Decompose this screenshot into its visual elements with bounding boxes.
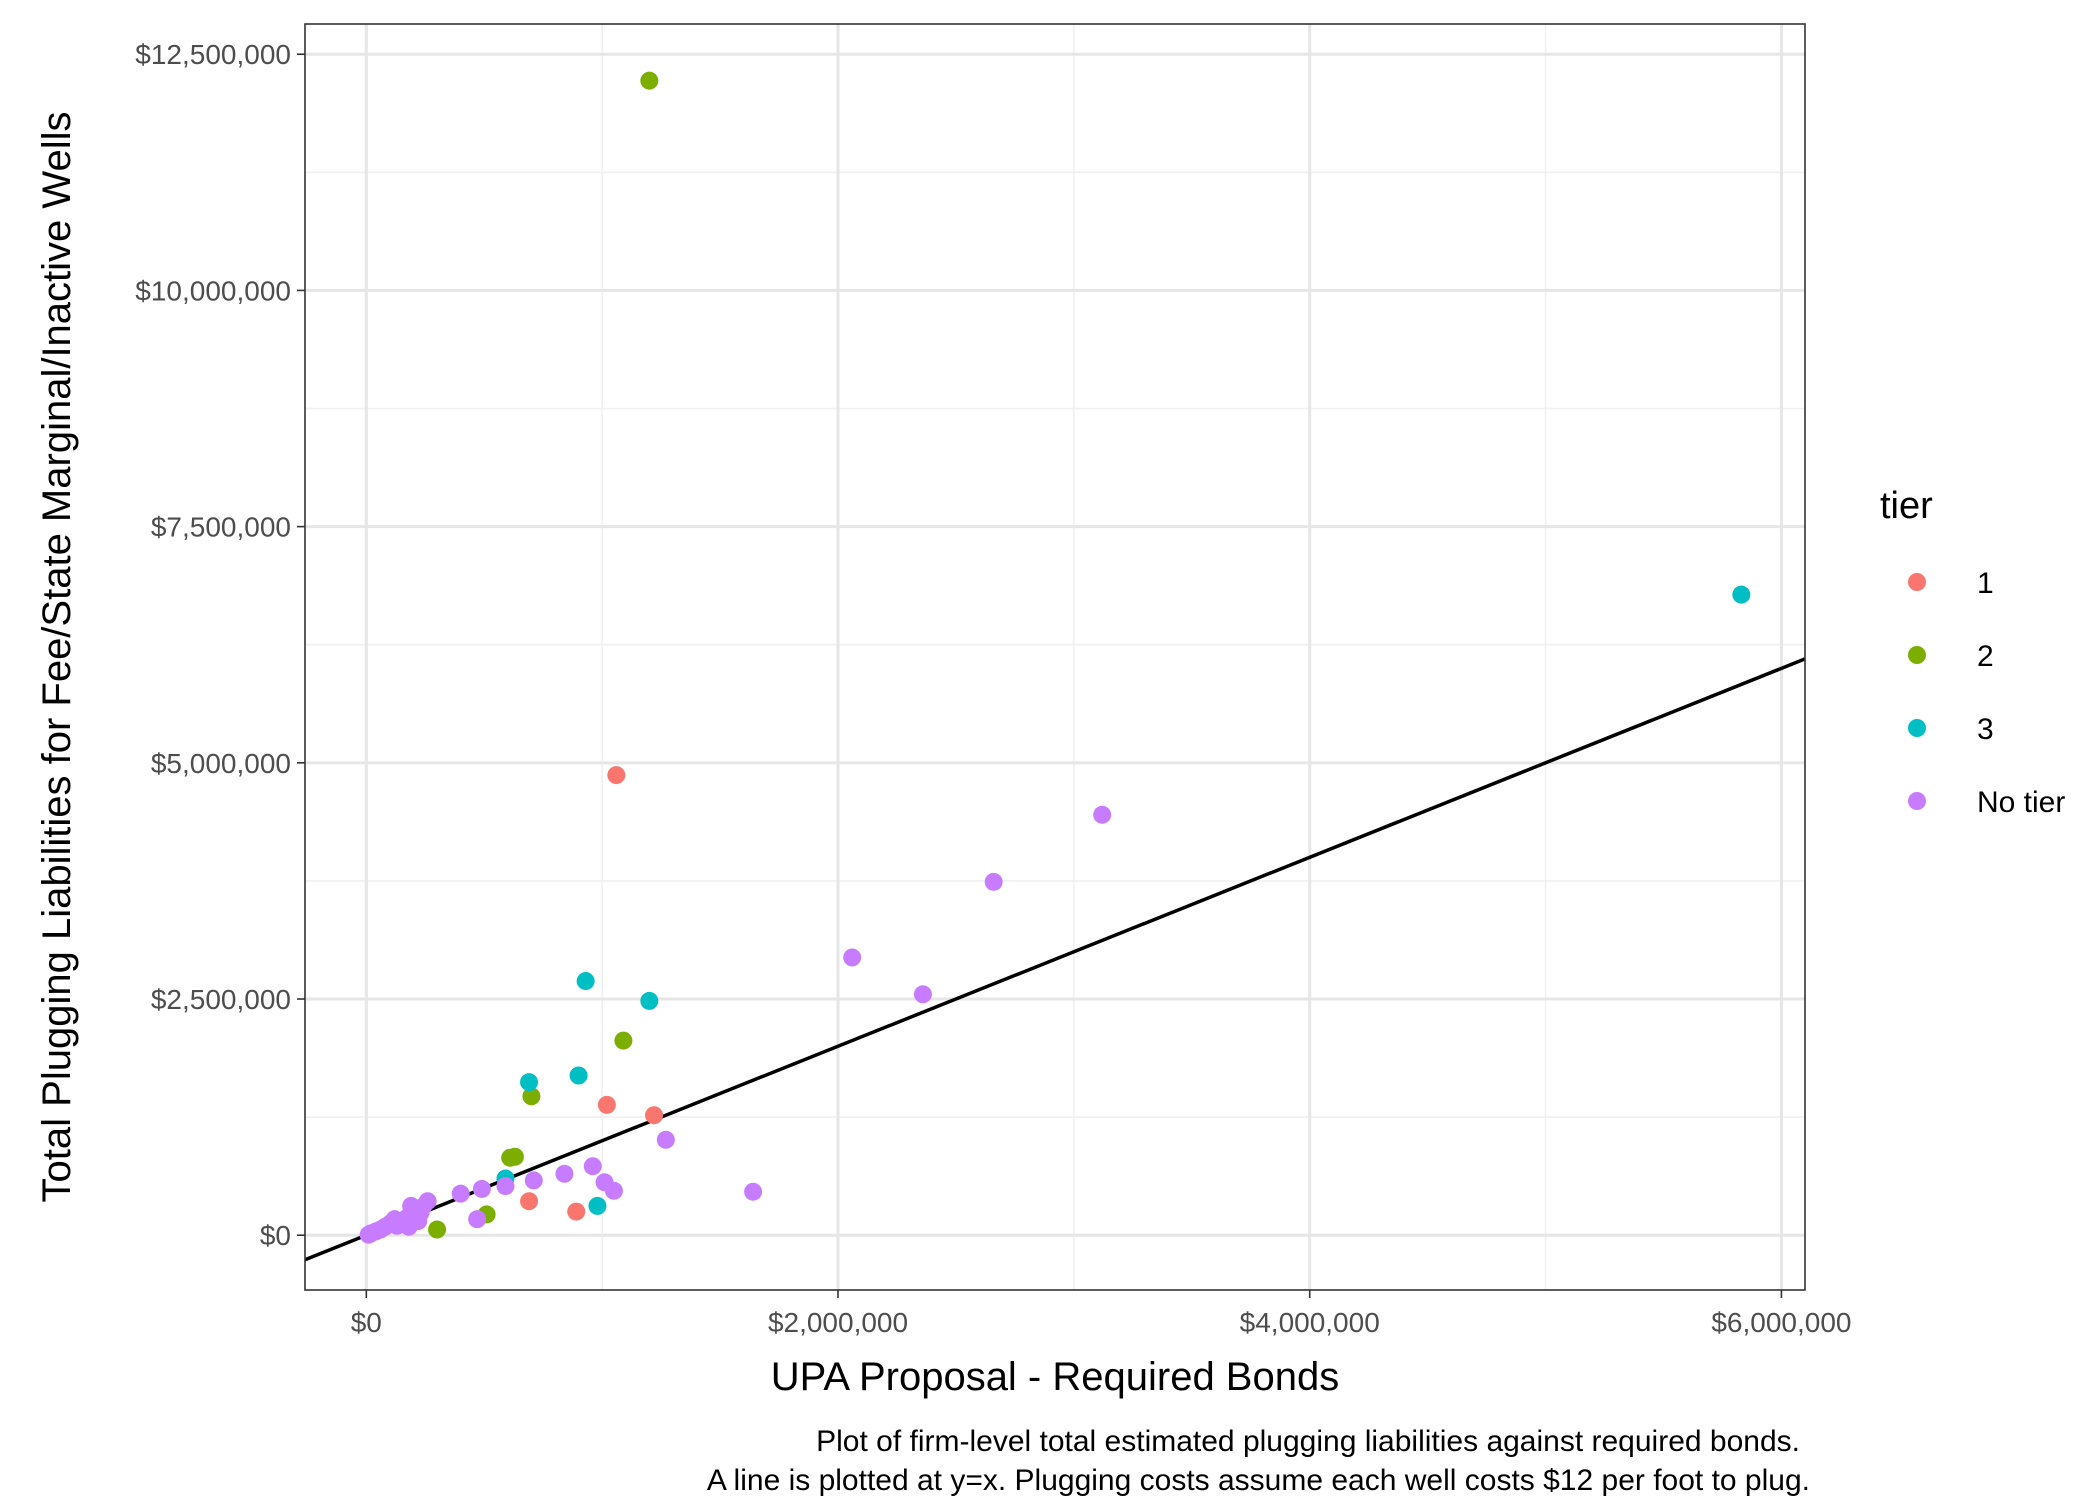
x-tick-label: $6,000,000 — [1711, 1307, 1851, 1338]
data-point — [1093, 805, 1112, 824]
data-point — [656, 1130, 675, 1149]
series-no-tier — [359, 805, 1112, 1244]
legend-entry: 1 — [1908, 567, 1994, 600]
legend-title: tier — [1880, 485, 1933, 527]
data-point — [501, 1148, 520, 1167]
legend-label: 2 — [1977, 640, 1994, 673]
y-tick-label: $7,500,000 — [151, 512, 291, 543]
legend-swatch — [1908, 719, 1926, 737]
legend-entry: 3 — [1908, 713, 1994, 746]
data-point — [520, 1073, 539, 1092]
data-point — [843, 948, 862, 967]
data-point — [569, 1066, 588, 1085]
reference-line-layer — [304, 657, 1806, 1262]
data-point — [472, 1179, 491, 1198]
caption-line-2: A line is plotted at y=x. Plugging costs… — [707, 1464, 1810, 1497]
reference-line — [304, 657, 1806, 1262]
data-point — [588, 1196, 607, 1215]
data-point — [522, 1087, 541, 1106]
data-point — [913, 985, 932, 1004]
legend-entries: 1 2 3 No tier — [1908, 567, 2065, 819]
data-point — [1732, 585, 1751, 604]
data-points — [359, 71, 1751, 1244]
data-point — [576, 972, 595, 991]
x-axis-title: UPA Proposal - Required Bonds — [771, 1355, 1339, 1399]
minor-gridlines — [305, 24, 1805, 1290]
caption-line-1: Plot of firm-level total estimated plugg… — [816, 1425, 1800, 1458]
legend: tier 1 2 3 No tier — [1880, 485, 2065, 819]
legend-entry: 2 — [1908, 640, 1994, 673]
data-point — [640, 991, 659, 1010]
legend-entry: No tier — [1908, 786, 2065, 819]
y-axis-title: Total Plugging Liabilities for Fee/State… — [35, 112, 79, 1203]
y-axis-ticks: $0 $2,500,000 $5,000,000 $7,500,000 $10,000,… — [135, 39, 305, 1251]
data-point — [409, 1212, 428, 1231]
legend-label: 3 — [1977, 713, 1994, 746]
y-tick-label: $2,500,000 — [151, 984, 291, 1015]
data-point — [555, 1164, 574, 1183]
x-tick-label: $4,000,000 — [1240, 1307, 1380, 1338]
legend-label: No tier — [1977, 786, 2065, 819]
legend-label: 1 — [1977, 567, 1994, 600]
data-point — [468, 1210, 487, 1229]
y-tick-label: $12,500,000 — [135, 39, 291, 70]
data-point — [607, 766, 626, 785]
legend-swatch — [1908, 573, 1926, 591]
data-point — [597, 1095, 616, 1114]
y-tick-label: $10,000,000 — [135, 275, 291, 306]
legend-swatch — [1908, 646, 1926, 664]
data-point — [567, 1202, 586, 1221]
data-point — [614, 1031, 633, 1050]
y-tick-label: $0 — [260, 1220, 291, 1251]
data-point — [604, 1181, 623, 1200]
data-point — [645, 1106, 664, 1125]
series-3 — [496, 585, 1751, 1215]
data-point — [520, 1192, 539, 1211]
data-point — [428, 1220, 447, 1239]
y-tick-label: $5,000,000 — [151, 748, 291, 779]
major-gridlines — [305, 24, 1805, 1290]
panel-border — [304, 23, 1806, 1291]
data-point — [524, 1171, 543, 1190]
x-tick-label: $2,000,000 — [768, 1307, 908, 1338]
data-point — [640, 71, 659, 90]
data-point — [744, 1182, 763, 1201]
data-point — [359, 1225, 378, 1244]
x-tick-label: $0 — [351, 1307, 382, 1338]
data-point — [451, 1184, 470, 1203]
data-point — [387, 1216, 406, 1235]
legend-swatch — [1908, 792, 1926, 810]
series-1 — [520, 766, 664, 1221]
series-2 — [428, 71, 659, 1239]
data-point — [496, 1177, 515, 1196]
x-axis-ticks: $0 $2,000,000 $4,000,000 $6,000,000 — [351, 1290, 1851, 1338]
data-point — [583, 1157, 602, 1176]
data-point — [984, 872, 1003, 891]
